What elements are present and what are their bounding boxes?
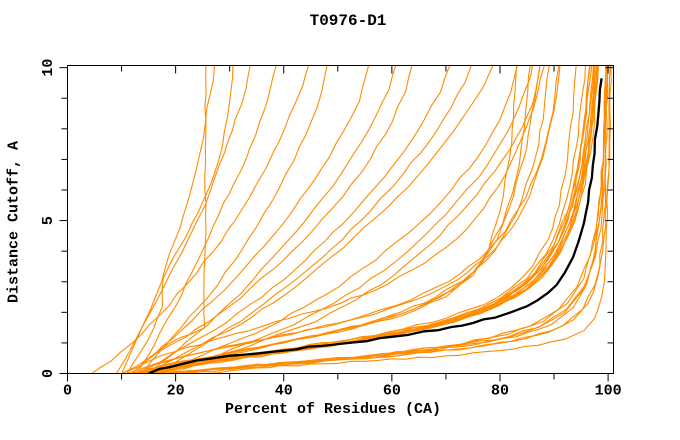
model-curves [121, 65, 545, 374]
model-curves [132, 65, 561, 374]
model-curves [148, 65, 611, 374]
model-curves [137, 65, 595, 374]
model-curves [153, 65, 541, 374]
x-tick-label: 20 [167, 383, 185, 400]
model-curves [126, 65, 560, 374]
model-curves [159, 65, 595, 374]
model-curves [180, 65, 609, 374]
model-curves [159, 65, 533, 374]
model-curves [142, 65, 328, 374]
x-tick-label: 100 [595, 383, 622, 400]
model-curves [137, 65, 451, 374]
x-axis-title: Percent of Residues (CA) [224, 401, 442, 418]
model-curves [148, 65, 550, 374]
y-tick-label: 0 [40, 369, 57, 378]
model-curves [132, 65, 207, 374]
model-curves [121, 65, 413, 374]
model-curves [132, 65, 591, 374]
model-curves [142, 65, 494, 374]
axis-box [67, 65, 614, 374]
model-curves [91, 65, 310, 374]
model-curves [143, 65, 531, 374]
y-tick-label: 10 [40, 59, 57, 77]
x-tick-label: 40 [275, 383, 293, 400]
model-curves [137, 65, 599, 374]
model-curves-group [91, 65, 612, 374]
model-curves [148, 65, 596, 374]
model-curves [175, 65, 608, 374]
model-curves [148, 65, 518, 374]
model-curves [148, 65, 397, 374]
model-curves [153, 65, 598, 374]
model-curves [137, 65, 277, 374]
model-curves [115, 65, 251, 374]
model-curves [148, 65, 599, 374]
y-tick-label: 5 [40, 216, 57, 225]
model-curves [132, 65, 370, 374]
model-curves [202, 65, 612, 374]
model-curves [126, 65, 234, 374]
x-tick-label: 80 [491, 383, 509, 400]
x-tick-label: 60 [383, 383, 401, 400]
model-curves [164, 65, 607, 374]
x-tick-label: 0 [63, 383, 72, 400]
chart-title: T0976-D1 [309, 12, 387, 30]
model-curves [143, 65, 586, 374]
highlighted-model [148, 78, 603, 374]
model-curves [132, 65, 541, 374]
model-curves [121, 65, 216, 374]
